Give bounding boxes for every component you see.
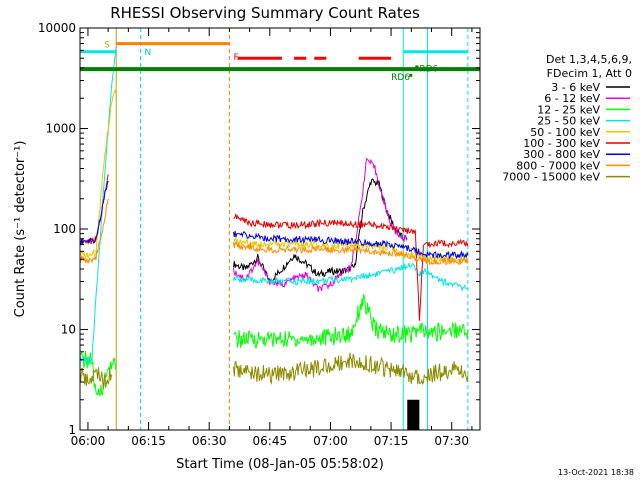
y-tick-label-3: 1000 [45,122,76,136]
series-800-7000--segment-0 [79,198,109,265]
y-tick-label-4: 10000 [38,21,76,35]
legend-label-4: 50 - 100 keV [530,126,600,139]
y-tick-label-1: 10 [61,323,76,337]
attenuator-block [407,399,420,430]
plot-area: S N F RD6 RD6 [79,28,480,430]
series-12-25--segment-1 [233,293,469,349]
x-axis: 06:00 06:15 06:30 06:45 07:00 07:15 07:30 [71,28,473,448]
series-7000-15000--segment-1 [233,352,469,386]
legend-header-line-1: Det 1,3,4,5,6,9, [546,53,632,66]
legend-label-1: 6 - 12 keV [544,92,600,105]
legend-header-line-2: FDecim 1, Att 0 [547,67,632,80]
x-tick-label-4: 07:00 [313,434,348,448]
series-25-50--segment-1 [233,262,469,291]
legend-label-6: 300 - 800 keV [523,148,600,161]
x-tick-label-1: 06:15 [131,434,166,448]
series-7000-15000--segment-0 [79,367,113,390]
x-axis-label: Start Time (08-Jan-05 05:58:02) [176,457,384,472]
flag-label-0: S [104,40,110,50]
x-tick-label-3: 06:45 [253,434,288,448]
legend-label-2: 12 - 25 keV [537,103,600,116]
rd6-marker-1 [409,73,413,77]
footer-date: 13-Oct-2021 18:38 [558,468,634,477]
legend: Det 1,3,4,5,6,9, FDecim 1, Att 0 3 - 6 k… [502,53,632,184]
series-800-7000--segment-1 [233,240,469,266]
series-300-800--segment-1 [233,230,469,261]
legend-label-8: 7000 - 15000 keV [502,171,600,184]
flag-label-1: N [145,48,152,58]
chart-title: RHESSI Observing Summary Count Rates [110,4,420,22]
series-6-12--segment-0 [233,157,408,292]
y-axis: 1 10 100 1000 10000 [38,21,480,437]
legend-label-7: 800 - 7000 keV [516,159,600,172]
legend-label-5: 100 - 300 keV [523,137,600,150]
series-12-25--segment-0 [79,350,117,397]
rd6-marker-2 [415,65,419,69]
x-tick-label-0: 06:00 [71,434,106,448]
y-tick-label-0: 1 [68,423,76,437]
y-axis-label: Count Rate (s⁻¹ detector⁻¹) [13,141,28,318]
flag-label-4: RD6 [419,64,438,74]
series-100-300--segment-1 [233,213,469,321]
series-300-800--segment-0 [79,180,109,246]
x-tick-label-2: 06:30 [192,434,227,448]
y-tick-label-2: 100 [53,222,76,236]
x-tick-label-6: 07:30 [434,434,469,448]
flag-label-2: F [233,53,238,63]
legend-label-0: 3 - 6 keV [551,81,600,94]
legend-label-3: 25 - 50 keV [537,115,600,128]
flag-label-3: RD6 [391,73,410,83]
series-3-6--segment-0 [233,178,408,284]
series-50-100--segment-1 [233,237,469,265]
series-25-50--segment-0 [79,46,117,365]
x-tick-label-5: 07:15 [374,434,409,448]
